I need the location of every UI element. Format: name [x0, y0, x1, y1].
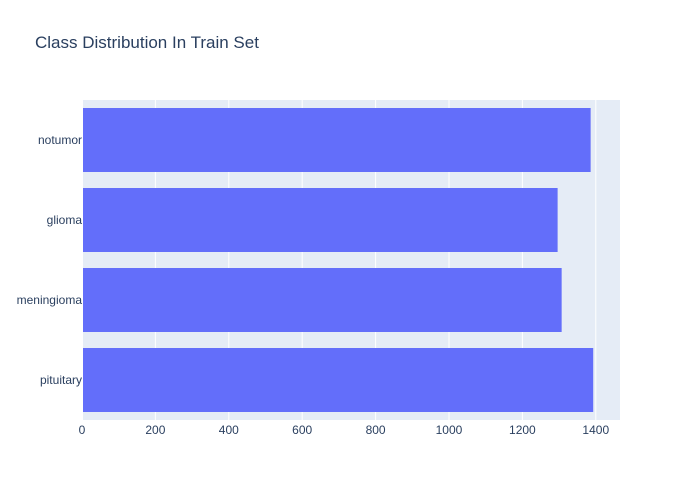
x-tick-label: 0: [79, 423, 86, 437]
y-tick-label: glioma: [47, 213, 83, 227]
x-tick-label: 800: [366, 423, 386, 437]
bar-pituitary[interactable]: [83, 348, 594, 412]
x-tick-label: 1200: [509, 423, 536, 437]
bar-glioma[interactable]: [83, 188, 558, 252]
x-tick-label: 400: [219, 423, 239, 437]
x-tick-label: 1400: [582, 423, 609, 437]
x-axis-ticks: 0 200 400 600 800 1000 1200 1400: [79, 423, 610, 437]
y-tick-label: pituitary: [40, 373, 82, 387]
bars: [83, 108, 594, 412]
y-tick-label: meningioma: [17, 293, 83, 307]
x-tick-label: 1000: [436, 423, 463, 437]
bar-notumor[interactable]: [83, 108, 591, 172]
bar-meningioma[interactable]: [83, 268, 562, 332]
y-axis-ticks: notumor glioma meningioma pituitary: [17, 133, 83, 387]
chart-title: Class Distribution In Train Set: [35, 33, 259, 52]
x-tick-label: 600: [292, 423, 312, 437]
x-tick-label: 200: [145, 423, 165, 437]
y-tick-label: notumor: [38, 133, 82, 147]
